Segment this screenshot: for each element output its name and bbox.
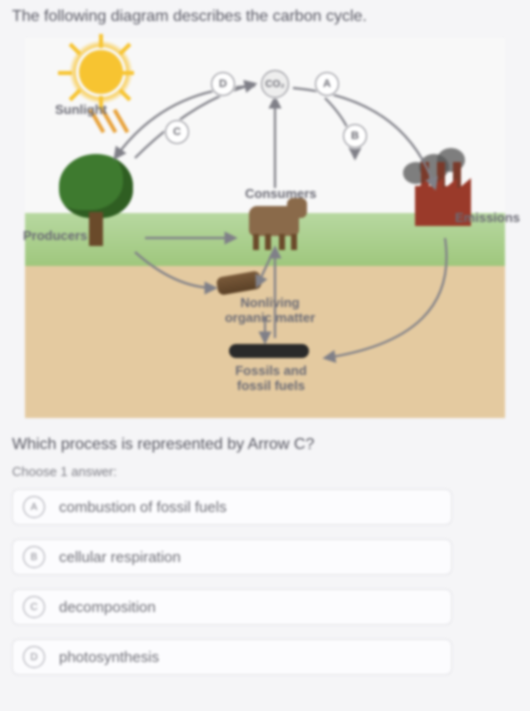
answer-option-c[interactable]: C decomposition: [12, 589, 452, 625]
label-sunlight: Sunlight: [55, 102, 107, 117]
intro-text: The following diagram describes the carb…: [12, 8, 518, 26]
node-d: D: [211, 72, 235, 96]
answer-radio-b[interactable]: B: [23, 546, 45, 568]
answer-radio-d[interactable]: D: [23, 646, 45, 668]
answer-option-b[interactable]: B cellular respiration: [12, 539, 452, 575]
answer-radio-c[interactable]: C: [23, 596, 45, 618]
answer-list: A combustion of fossil fuels B cellular …: [12, 489, 518, 675]
node-b: B: [343, 124, 367, 148]
choose-prompt: Choose 1 answer:: [12, 464, 518, 479]
question-text: Which process is represented by Arrow C?: [12, 436, 518, 454]
sun-icon: [79, 50, 123, 94]
label-nonliving: Nonlivingorganic matter: [215, 296, 325, 326]
answer-text-c: decomposition: [59, 599, 156, 616]
node-a: A: [315, 72, 339, 96]
cow-icon: [249, 206, 299, 236]
carbon-cycle-diagram: CO₂ A B C D Sunlight Producers Consumers…: [25, 38, 505, 418]
answer-text-a: combustion of fossil fuels: [59, 499, 227, 516]
quiz-page: The following diagram describes the carb…: [0, 0, 530, 683]
answer-option-d[interactable]: D photosynthesis: [12, 639, 452, 675]
label-producers: Producers: [23, 228, 87, 243]
answer-radio-a[interactable]: A: [23, 496, 45, 518]
answer-option-a[interactable]: A combustion of fossil fuels: [12, 489, 452, 525]
node-c: C: [165, 120, 189, 144]
label-consumers: Consumers: [245, 186, 317, 201]
answer-text-d: photosynthesis: [59, 649, 159, 666]
fossil-fuel-icon: [229, 344, 309, 358]
node-co2: CO₂: [261, 70, 289, 98]
soil-region: [25, 266, 505, 418]
label-fossils: Fossils andfossil fuels: [221, 364, 321, 394]
answer-text-b: cellular respiration: [59, 549, 181, 566]
label-emissions: Emissions: [455, 210, 520, 225]
